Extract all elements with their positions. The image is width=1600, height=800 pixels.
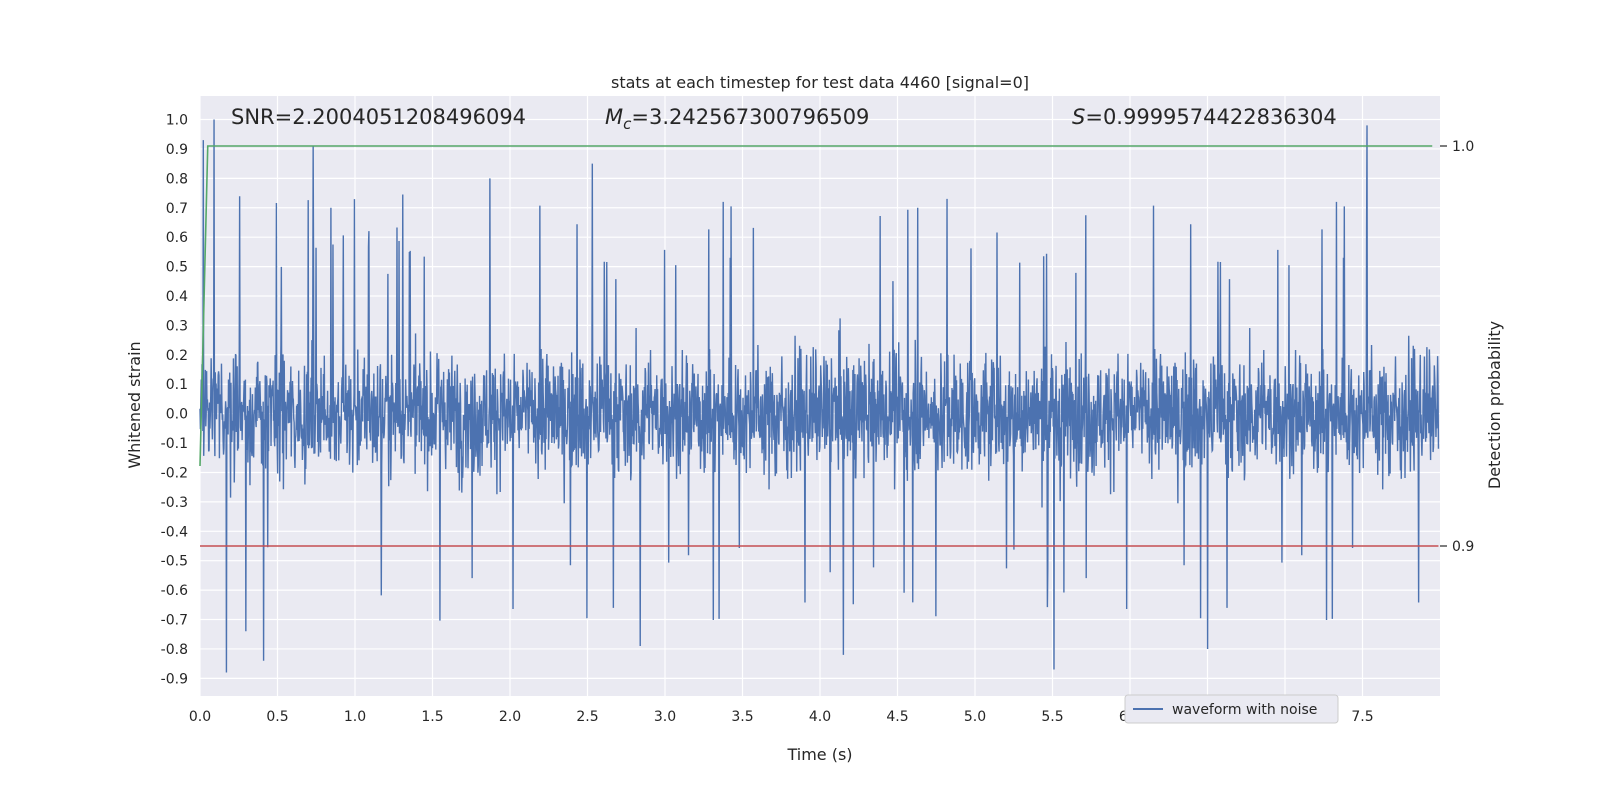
y-tick-label: 0.4 [166,289,188,305]
x-tick-label: 3.5 [731,709,753,725]
x-tick-label: 5.5 [1041,709,1063,725]
y-right-tick-label: 0.9 [1452,539,1474,555]
y-tick-label: 1.0 [166,113,188,129]
mc-annotation: Mc=3.242567300796509 [605,105,869,133]
legend-box [1124,694,1339,724]
series-detection-probability-line [199,145,1433,467]
y-tick-label: 0.6 [166,230,188,246]
y-tick-label: -0.8 [161,642,188,658]
y-right-tick-label: 1.0 [1452,139,1474,155]
x-tick-label: 4.5 [886,709,908,725]
y-tick-label: -0.1 [161,436,188,452]
y-tick-label: -0.9 [161,671,188,687]
x-tick-label: 1.5 [421,709,443,725]
x-tick-label: 4.0 [809,709,831,725]
s-annotation: S=0.9999574422836304 [1072,105,1337,129]
x-tick-label: 0.5 [266,709,288,725]
legend: waveform with noise [1124,694,1339,724]
y-tick-label: -0.7 [161,613,188,629]
mc-value: =3.242567300796509 [631,105,869,129]
snr-annotation: SNR=2.2004051208496094 [231,105,526,129]
y-tick-label: -0.2 [161,465,188,481]
x-tick-label: 1.0 [344,709,366,725]
y-tick-label: -0.6 [161,583,188,599]
x-tick-label: 3.0 [654,709,676,725]
x-axis-label: Time (s) [786,745,852,764]
x-tick-label: 5.0 [964,709,986,725]
x-tick-label: 2.0 [499,709,521,725]
y-axis-right-label: Detection probability [1485,321,1504,489]
x-tick-label: 2.5 [576,709,598,725]
s-value: =0.9999574422836304 [1085,105,1336,129]
y-axis-right: 1.0 0.9 [1440,139,1474,555]
y-tick-label: -0.5 [161,554,188,570]
mc-symbol: M [605,105,623,129]
y-tick-label: -0.4 [161,524,188,540]
y-tick-label: 0.9 [166,142,188,158]
y-tick-label: 0.3 [166,318,188,334]
y-axis-left: 1.0 0.9 0.8 0.7 0.6 0.5 0.4 0.3 0.2 0.1 0.0 -0.1 -0.… [161,113,188,688]
series-waveform-line [199,119,1440,673]
y-tick-label: 0.1 [166,377,188,393]
y-tick-label: 0.5 [166,260,188,276]
y-axis-label: Whitened strain [125,341,144,468]
y-tick-label: 0.7 [166,201,188,217]
x-tick-label: 0.0 [189,709,211,725]
mc-subscript: c [623,115,632,133]
x-tick-label: 7.5 [1351,709,1373,725]
y-tick-label: -0.3 [161,495,188,511]
chart-title: stats at each timestep for test data 446… [611,73,1029,92]
legend-label-waveform: waveform with noise [1172,702,1317,718]
s-symbol: S [1072,105,1085,129]
y-tick-label: 0.0 [166,407,188,423]
y-tick-label: 0.8 [166,171,188,187]
y-tick-label: 0.2 [166,348,188,364]
plot-area [199,119,1440,673]
